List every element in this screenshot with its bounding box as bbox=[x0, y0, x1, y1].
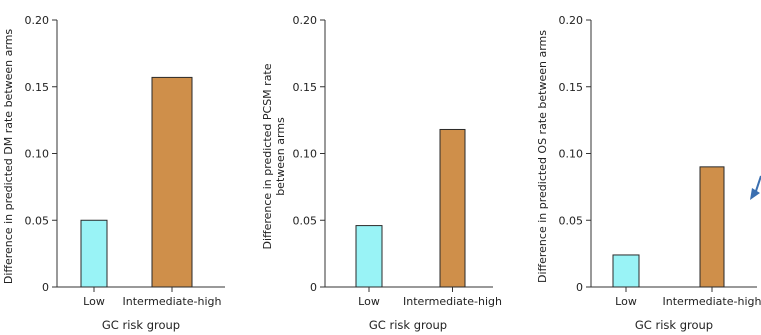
y-tick-label: 0.20 bbox=[559, 14, 584, 27]
y-tick-label: 0.15 bbox=[559, 81, 584, 94]
bar-intermediate-high-os bbox=[699, 166, 725, 288]
y-tick-label: 0.10 bbox=[559, 148, 584, 161]
bar-low-dm bbox=[80, 219, 108, 288]
bar-intermediate-high-pcsm bbox=[439, 128, 466, 288]
bar-low-os bbox=[612, 254, 640, 288]
x-tick-label-low: Low bbox=[615, 295, 637, 308]
x-tick-label-low: Low bbox=[83, 295, 105, 308]
x-axis-title: GC risk group bbox=[369, 318, 447, 332]
chart-panel-os: 0 0.05 0.10 0.15 0.20 Low Intermediate-high GC … bbox=[536, 14, 761, 332]
bar-low-pcsm bbox=[355, 225, 383, 288]
y-tick-label: 0 bbox=[576, 281, 583, 294]
y-axis-title: Difference in predicted OS rate between … bbox=[536, 30, 549, 283]
y-tick-label: 0.20 bbox=[293, 14, 318, 27]
x-tick-label-intermediate-high: Intermediate-high bbox=[663, 295, 761, 308]
y-tick-label: 0.15 bbox=[25, 81, 50, 94]
chart-panel-pcsm: 0 0.05 0.10 0.15 0.20 Low Intermediate-high GC … bbox=[261, 14, 502, 332]
x-axis-title: GC risk group bbox=[102, 318, 180, 332]
y-tick-label: 0.05 bbox=[559, 214, 584, 227]
y-tick-label: 0.05 bbox=[25, 214, 50, 227]
y-tick-label: 0.10 bbox=[293, 148, 318, 161]
y-tick-label: 0.10 bbox=[25, 148, 50, 161]
x-tick-label-low: Low bbox=[358, 295, 380, 308]
y-tick-label: 0 bbox=[310, 281, 317, 294]
x-tick-label-intermediate-high: Intermediate-high bbox=[403, 295, 502, 308]
x-axis-title: GC risk group bbox=[635, 318, 713, 332]
y-tick-label: 0.15 bbox=[293, 81, 318, 94]
y-tick-label: 0.05 bbox=[293, 214, 318, 227]
x-tick-label-intermediate-high: Intermediate-high bbox=[123, 295, 222, 308]
chart-panel-dm: 0 0.05 0.10 0.15 0.20 Low Intermediate-high GC … bbox=[2, 14, 225, 332]
y-axis-title: Difference in predicted PCSM ratebetween… bbox=[261, 63, 287, 249]
pointer-arrow-icon bbox=[750, 175, 761, 200]
bar-intermediate-high-dm bbox=[151, 76, 193, 288]
y-axis-title: Difference in predicted DM rate between … bbox=[2, 29, 15, 285]
y-tick-label: 0.20 bbox=[25, 14, 50, 27]
y-tick-label: 0 bbox=[42, 281, 49, 294]
